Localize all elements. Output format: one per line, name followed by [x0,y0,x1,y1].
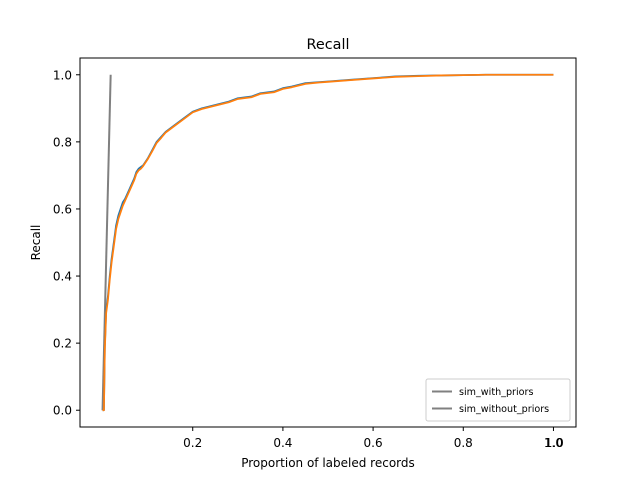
plot-area [80,58,576,427]
x-axis-ticks: 0.2 0.4 0.6 0.8 1.01.0 [183,427,564,450]
y-tick-label: 1.0 [53,68,72,82]
x-tick-label: 1.0 [544,436,563,450]
x-tick-label: 0.6 [364,436,383,450]
y-tick-label: 0.4 [53,270,72,284]
legend: sim_with_priors sim_without_priors [425,378,571,422]
legend-box [425,378,571,422]
y-tick-label: 0.6 [53,202,72,216]
y-axis-label: Recall [29,225,43,261]
x-tick-label: 0.2 [183,436,202,450]
x-tick-label: 0.8 [454,436,473,450]
y-axis-ticks: 0.0 0.2 0.4 0.6 0.8 1.0 [53,68,80,418]
x-tick-label: 0.4 [273,436,292,450]
legend-label: sim_with_priors [459,387,533,398]
chart-title: Recall [307,37,350,53]
legend-label: sim_without_priors [459,404,549,415]
y-tick-label: 0.0 [53,404,72,418]
y-tick-label: 0.2 [53,337,72,351]
y-tick-label: 0.8 [53,135,72,149]
series-line-3 [102,73,554,412]
x-axis-label: Proportion of labeled records [241,456,415,470]
axes-frame [79,57,577,428]
series-layer [101,73,554,412]
x-tick-label-overlay: 1.0 [545,436,564,450]
